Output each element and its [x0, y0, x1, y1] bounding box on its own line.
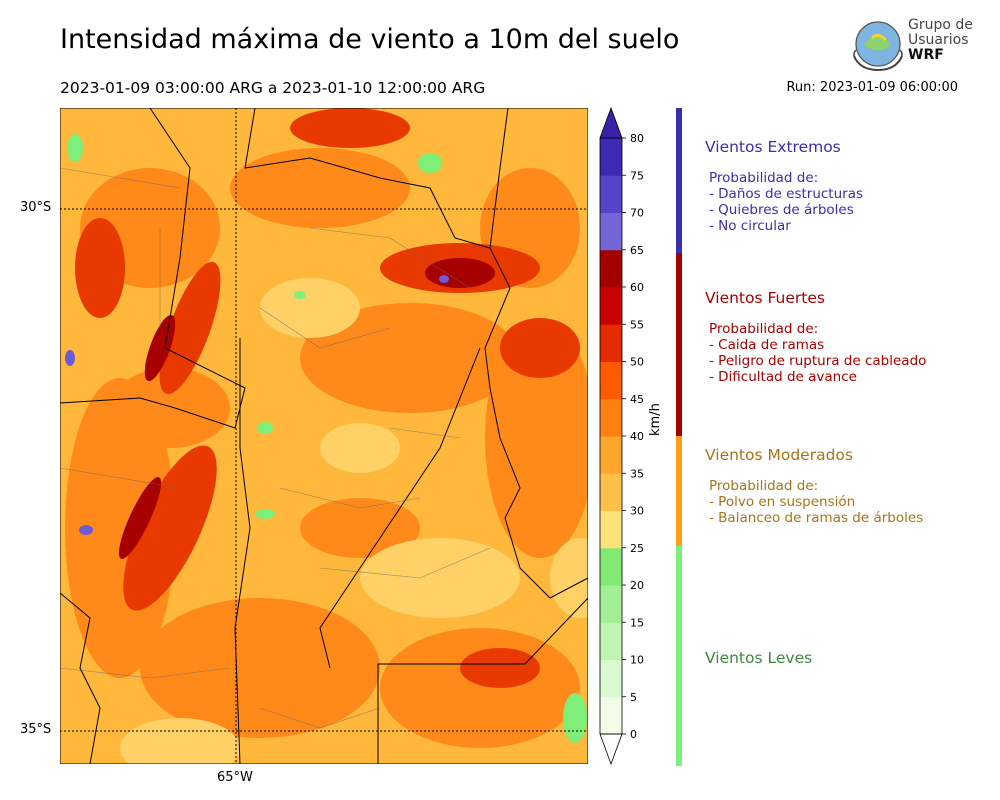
colorbar-tick-label: 45 — [630, 393, 644, 406]
wind-strong-patches — [75, 108, 580, 688]
category-title: Vientos Fuertes — [705, 289, 825, 307]
colorbar-bin — [600, 659, 622, 698]
colorbar-bin — [600, 696, 622, 735]
category-line: - No circular — [709, 218, 791, 234]
colorbar-tick-label: 0 — [630, 728, 637, 741]
colorbar-bin — [600, 287, 622, 325]
category-title: Vientos Leves — [705, 649, 813, 667]
category-line: - Balanceo de ramas de árboles — [709, 510, 924, 526]
category-line: Probabilidad de: — [709, 170, 819, 186]
colorbar-bin — [600, 436, 622, 474]
wind-light-patches — [120, 278, 588, 764]
category-line: - Caida de ramas — [709, 337, 825, 353]
category-extremos: Vientos Extremos Probabilidad de: - Daños … — [705, 138, 863, 234]
lon-label-65: 65°W — [217, 770, 253, 785]
category-line: - Polvo en suspensión — [709, 494, 856, 510]
colorbar-tick-label: 70 — [630, 207, 644, 220]
category-moderados: Vientos Moderados Probabilidad de: - Polvo… — [705, 446, 923, 526]
colorbar-tick-label: 50 — [630, 356, 644, 369]
colorbar-bin — [600, 622, 622, 660]
colorbar-tick-label: 30 — [630, 505, 644, 518]
category-title: Vientos Extremos — [705, 138, 841, 156]
category-title: Vientos Moderados — [705, 446, 853, 464]
province-borders — [60, 108, 588, 764]
sidebar-segment-fuertes — [676, 253, 682, 436]
wind-extreme-patches — [65, 275, 449, 535]
category-line: - Daños de estructuras — [709, 186, 864, 202]
logo-text: Grupo de Usuarios WRF — [908, 17, 973, 63]
colorbar-bin — [600, 547, 622, 586]
sidebar-segment-leves — [676, 546, 682, 766]
colorbar-tick-label: 5 — [630, 691, 637, 704]
colorbar: 0 5 10 15 20 25 30 35 40 45 50 55 60 65 70 75 80 — [599, 106, 644, 766]
graticule — [60, 108, 588, 764]
colorbar-tick-label: 80 — [630, 132, 644, 145]
sidebar-segment-extremos — [676, 108, 682, 253]
colorbar-bin — [600, 138, 622, 176]
colorbar-tick-label: 25 — [630, 542, 644, 555]
colorbar-tick-label: 55 — [630, 318, 644, 331]
colorbar-bin — [600, 212, 622, 251]
page-title: Intensidad máxima de viento a 10m del su… — [60, 24, 680, 55]
colorbar-tick-label: 60 — [630, 281, 644, 294]
category-line: Probabilidad de: — [709, 478, 819, 494]
wrf-logo — [848, 16, 978, 74]
colorbar-extend-min — [599, 733, 623, 766]
colorbar-unit: km/h — [648, 403, 663, 436]
colorbar-extend-max — [599, 106, 623, 139]
colorbar-tick-label: 35 — [630, 467, 644, 480]
colorbar-bin — [600, 398, 622, 437]
category-sidebar — [676, 108, 682, 766]
sidebar-segment-moderados — [676, 436, 682, 546]
colorbar-tick-label: 20 — [630, 579, 644, 592]
colorbar-bin — [600, 249, 622, 288]
lat-label-30: 30°S — [20, 200, 52, 215]
wind-map — [60, 108, 588, 764]
time-range: 2023-01-09 03:00:00 ARG a 2023-01-10 12:… — [60, 79, 486, 97]
colorbar-bin — [600, 510, 622, 549]
lat-label-35: 35°S — [20, 722, 52, 737]
category-leves: Vientos Leves — [705, 649, 812, 681]
colorbar-bin — [600, 473, 622, 511]
colorbar-bin — [600, 361, 622, 400]
category-fuertes: Vientos Fuertes Probabilidad de: - Caida d… — [705, 289, 926, 385]
category-line: - Dificultad de avance — [709, 369, 857, 385]
colorbar-tick-label: 15 — [630, 616, 644, 629]
department-borders — [60, 167, 491, 729]
colorbar-tick-label: 75 — [630, 169, 644, 182]
colorbar-bin — [600, 585, 622, 623]
category-line: Probabilidad de: — [709, 321, 819, 337]
colorbar-tick-label: 10 — [630, 654, 644, 667]
colorbar-bin — [600, 324, 622, 362]
colorbar-tick-label: 40 — [630, 430, 644, 443]
category-line: - Peligro de ruptura de cableado — [709, 353, 927, 369]
colorbar-bin — [600, 175, 622, 213]
colorbar-tick-label: 65 — [630, 244, 644, 257]
globe-logo-icon — [853, 21, 903, 72]
run-time: Run: 2023-01-09 06:00:00 — [786, 80, 958, 95]
category-line: - Quiebres de árboles — [709, 202, 854, 218]
